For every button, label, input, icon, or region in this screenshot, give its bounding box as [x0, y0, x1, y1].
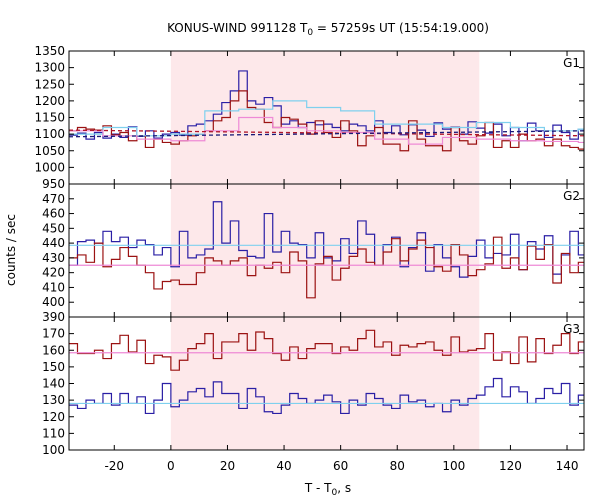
y-tick-label: 160	[42, 343, 65, 357]
y-tick-label: 1150	[34, 111, 65, 125]
y-tick-label: 110	[42, 426, 65, 440]
y-tick-label: 450	[42, 221, 65, 235]
y-tick-label: 1100	[34, 127, 65, 141]
series-navy-dashed-line	[69, 130, 584, 138]
y-tick-label: 390	[42, 310, 65, 324]
plot-layer: 95010001050110011501200125013001350G1390…	[34, 44, 585, 473]
x-tick-label: 20	[220, 459, 235, 473]
panel-series-group	[69, 329, 584, 415]
x-tick-label: 100	[442, 459, 465, 473]
series-pink-step	[69, 116, 584, 145]
y-tick-label: 410	[42, 280, 65, 294]
x-tick-label: 60	[333, 459, 348, 473]
x-tick-label: 40	[276, 459, 291, 473]
x-tick-label: -20	[104, 459, 124, 473]
y-tick-label: 120	[42, 410, 65, 424]
x-tick-label: 140	[556, 459, 579, 473]
y-tick-label: 1300	[34, 61, 65, 75]
chart-title-prefix: KONUS-WIND 991128 T	[167, 21, 308, 35]
y-axis-title: counts / sec	[4, 214, 18, 286]
y-tick-label: 1050	[34, 144, 65, 158]
series-red-dashed-line	[69, 129, 584, 137]
panel-series-group	[69, 201, 584, 299]
panel-label: G2	[563, 189, 580, 203]
y-tick-label: 430	[42, 251, 65, 265]
series-dark-blue-step	[69, 377, 584, 415]
y-tick-label: 150	[42, 360, 65, 374]
x-axis-title-prefix: T - T	[304, 481, 332, 495]
y-tick-label: 420	[42, 266, 65, 280]
y-tick-label: 460	[42, 207, 65, 221]
y-tick-label: 140	[42, 377, 65, 391]
series-dark-blue-step	[69, 70, 584, 142]
series-dark-red-step	[69, 236, 584, 299]
y-tick-label: 1200	[34, 94, 65, 108]
chart-title-suffix: = 57259s UT (15:54:19.000)	[313, 21, 489, 35]
y-tick-label: 470	[42, 192, 65, 206]
y-tick-label: 440	[42, 236, 65, 250]
panel-label: G3	[563, 322, 580, 336]
y-tick-label: 130	[42, 393, 65, 407]
panel-series-group	[69, 70, 584, 152]
y-tick-label: 170	[42, 327, 65, 341]
y-tick-label: 1350	[34, 44, 65, 58]
y-tick-label: 1000	[34, 160, 65, 174]
x-axis-title: T - T0, s	[304, 481, 351, 498]
y-tick-label: 950	[42, 177, 65, 191]
chart-title-subscript: 0	[307, 28, 313, 38]
panel-label: G1	[563, 56, 580, 70]
chart-title: KONUS-WIND 991128 T0 = 57259s UT (15:54:…	[167, 21, 489, 38]
y-tick-label: 1250	[34, 77, 65, 91]
y-tick-label: 400	[42, 295, 65, 309]
y-tick-label: 100	[42, 443, 65, 457]
x-axis-title-subscript: 0	[332, 488, 338, 498]
x-tick-label: 80	[390, 459, 405, 473]
x-tick-label: 120	[499, 459, 522, 473]
x-tick-label: 0	[167, 459, 175, 473]
panel-g3: 100 110 120 130 140 150 160 170 G3	[42, 316, 585, 457]
series-dark-red-step	[69, 329, 584, 371]
x-axis-title-suffix: , s	[337, 481, 351, 495]
